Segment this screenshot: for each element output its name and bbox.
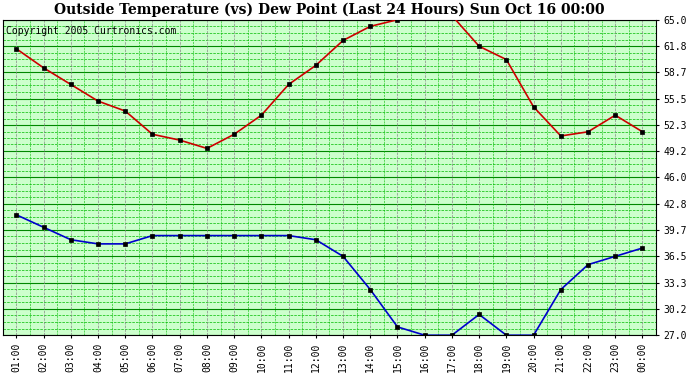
- Text: Copyright 2005 Curtronics.com: Copyright 2005 Curtronics.com: [6, 26, 177, 36]
- Title: Outside Temperature (vs) Dew Point (Last 24 Hours) Sun Oct 16 00:00: Outside Temperature (vs) Dew Point (Last…: [54, 3, 604, 17]
